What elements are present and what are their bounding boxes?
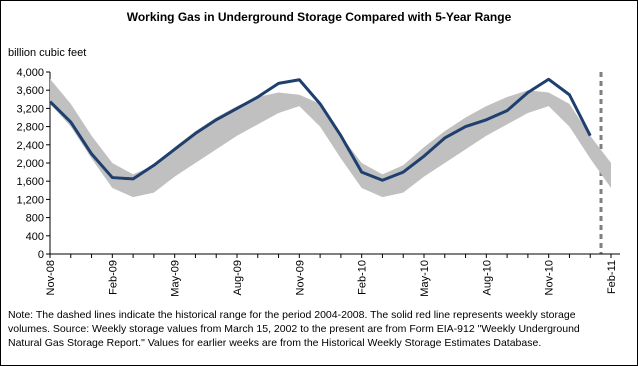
- note-line: Note: The dashed lines indicate the hist…: [8, 309, 576, 321]
- y-tick-label: 2,400: [16, 140, 44, 152]
- x-tick-label: May-10: [419, 260, 431, 297]
- x-tick-label: Feb-09: [107, 260, 119, 295]
- x-tick-label: Aug-09: [232, 260, 244, 295]
- chart-title: Working Gas in Underground Storage Compa…: [127, 10, 512, 24]
- note-line: volumes. Source: Weekly storage values f…: [8, 323, 580, 335]
- x-tick-label: Aug-10: [481, 260, 493, 295]
- x-tick-label: Nov-08: [45, 260, 57, 295]
- y-tick-label: 3,600: [16, 85, 44, 97]
- x-tick-label: Feb-11: [606, 260, 618, 294]
- x-tick-label: May-09: [170, 260, 182, 297]
- note-line: Natural Gas Storage Report." Values for …: [8, 337, 541, 349]
- y-tick-label: 1,200: [16, 194, 44, 206]
- y-tick-label: 400: [26, 231, 44, 243]
- note: Note: The dashed lines indicate the hist…: [8, 309, 580, 349]
- y-tick-label: 0: [38, 249, 44, 261]
- x-tick-label: Feb-10: [357, 260, 369, 295]
- y-tick-label: 2,800: [16, 122, 44, 134]
- y-tick-label: 2,000: [16, 158, 44, 170]
- y-tick-label: 4,000: [16, 67, 44, 79]
- y-axis-label: billion cubic feet: [8, 47, 86, 59]
- range-band: [50, 78, 611, 198]
- y-tick-label: 3,200: [16, 103, 44, 115]
- y-tick-label: 1,600: [16, 176, 44, 188]
- x-tick-label: Nov-10: [544, 260, 556, 295]
- storage-line: [48, 77, 592, 182]
- y-tick-label: 800: [26, 213, 44, 225]
- x-tick-label: Nov-09: [294, 260, 306, 295]
